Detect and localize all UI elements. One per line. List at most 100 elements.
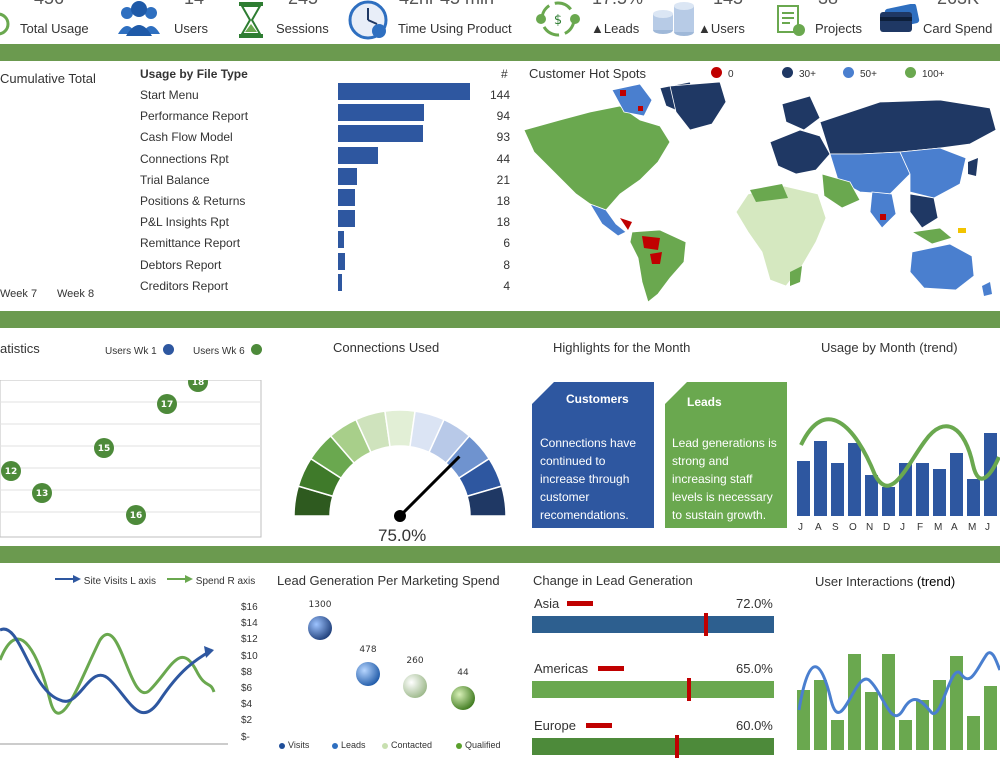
y-tick-label: $16 — [241, 602, 258, 613]
svg-text:$: $ — [554, 13, 562, 28]
legend-label: Users Wk 1 — [105, 346, 157, 357]
kpi-value: 245 — [288, 0, 318, 9]
file-type-count: 93 — [496, 130, 510, 145]
target-marker — [567, 601, 593, 606]
legend-dot — [782, 67, 793, 78]
file-type-count: 21 — [496, 172, 510, 187]
file-type-count: 18 — [496, 215, 510, 230]
file-type-bar — [338, 104, 425, 122]
legend-item: Contacted — [382, 740, 432, 750]
interactions-title-text: User Interactions — [815, 574, 914, 589]
kpi-label: Time Using Product — [398, 21, 512, 36]
leads-card-text: Lead generations is strong and increasin… — [672, 436, 777, 522]
legend-dot — [456, 743, 462, 749]
kpi-value: 145 — [713, 0, 743, 9]
region-value: 65.0% — [736, 661, 773, 676]
file-type-label: Creditors Report — [140, 278, 229, 293]
region-fill-marker — [687, 678, 692, 701]
usage-ring-icon — [0, 12, 10, 36]
y-tick-label: $4 — [241, 699, 253, 711]
legend-item: Qualified — [456, 740, 501, 750]
legend-label: Qualified — [465, 740, 501, 750]
file-type-label: Performance Report — [140, 109, 249, 124]
file-type-label: P&L Insights Rpt — [140, 215, 229, 230]
file-type-count: 44 — [496, 151, 510, 166]
scatter-label: 16 — [130, 511, 143, 521]
kpi-value: 42hr 45 min — [399, 0, 494, 9]
y-tick-label: $2 — [241, 715, 253, 727]
target-marker — [598, 666, 624, 671]
region-label: Europe — [534, 718, 576, 733]
file-type-bar — [338, 231, 344, 249]
section-divider — [0, 546, 1000, 563]
month-label: J — [900, 522, 905, 533]
statistics-title: atistics — [0, 341, 40, 356]
kpi-label: ▲Leads — [591, 21, 640, 36]
gauge-segment — [466, 485, 507, 517]
gauge-title: Connections Used — [333, 340, 440, 355]
kpi-value: 14 — [184, 0, 204, 9]
scatter-label: 12 — [5, 467, 18, 477]
arrow-icon — [55, 575, 81, 583]
file-type-label: Positions & Returns — [140, 194, 246, 208]
month-label: M — [968, 522, 977, 533]
file-type-label: Connections Rpt — [140, 151, 229, 166]
legend-item: 100+ — [905, 67, 945, 80]
file-type-bar — [338, 125, 424, 143]
hourglass-icon — [239, 2, 263, 38]
scatter-label: 17 — [161, 400, 174, 410]
legend-label: Spend R axis — [195, 576, 256, 587]
legend-dot — [279, 743, 285, 749]
file-type-count: 94 — [496, 109, 510, 124]
clock-icon — [348, 0, 388, 40]
kpi-value: 38 — [818, 0, 838, 9]
file-type-bar — [338, 167, 358, 185]
site-visits-legend: Site Visits L axis — [55, 574, 156, 587]
y-tick-label: $8 — [241, 666, 253, 678]
legend-dot — [711, 67, 722, 78]
users-icon — [118, 1, 160, 36]
month-label: M — [934, 522, 943, 533]
connections-gauge — [293, 410, 507, 522]
region-bar — [532, 616, 774, 633]
target-marker — [586, 723, 612, 728]
month-label: A — [951, 522, 958, 533]
month-label: O — [849, 522, 857, 533]
kpi-label: Card Spend — [923, 21, 993, 36]
month-label: F — [917, 522, 924, 533]
file-type-count: 144 — [489, 88, 510, 102]
site-visits-chart — [0, 627, 228, 745]
y-tick-label: $- — [241, 731, 250, 743]
spend-legend: Spend R axis — [167, 574, 255, 587]
credit-card-icon — [880, 4, 920, 32]
y-tick-label: $10 — [241, 650, 258, 662]
legend-item: 30+ — [782, 67, 816, 80]
region-label: Asia — [534, 596, 560, 611]
highlights-title: Highlights for the Month — [553, 340, 691, 355]
legend-label: Site Visits L axis — [83, 576, 157, 587]
bubble-label: 44 — [457, 668, 469, 678]
section-divider — [0, 311, 1000, 328]
kpi-label: Users — [174, 21, 208, 36]
legend-label: Leads — [341, 740, 366, 750]
kpi-value: 17.5% — [592, 0, 643, 9]
month-label: S — [832, 522, 839, 533]
leads-card-title: Leads — [687, 395, 722, 409]
region-bar — [532, 738, 774, 755]
cumulative-title: Cumulative Total — [0, 71, 96, 86]
month-label: N — [866, 522, 874, 533]
region-value: 72.0% — [736, 596, 773, 611]
file-type-label: Cash Flow Model — [140, 130, 233, 145]
bubble-label: 478 — [359, 645, 376, 655]
week-label: Week 8 — [57, 288, 95, 300]
lead-gen-title: Lead Generation Per Marketing Spend — [277, 573, 500, 588]
kpi-label: ▲Users — [698, 21, 745, 36]
scatter-label: 18 — [192, 380, 205, 388]
y-tick-label: $14 — [241, 618, 258, 630]
stats-legend-wk1: Users Wk 1 — [105, 344, 180, 357]
gauge-value: 75.0% — [378, 526, 427, 545]
kpi-value: 456 — [34, 0, 64, 9]
legend-dot — [163, 344, 175, 355]
region-bar — [532, 681, 774, 698]
legend-label: Users Wk 6 — [193, 346, 245, 357]
